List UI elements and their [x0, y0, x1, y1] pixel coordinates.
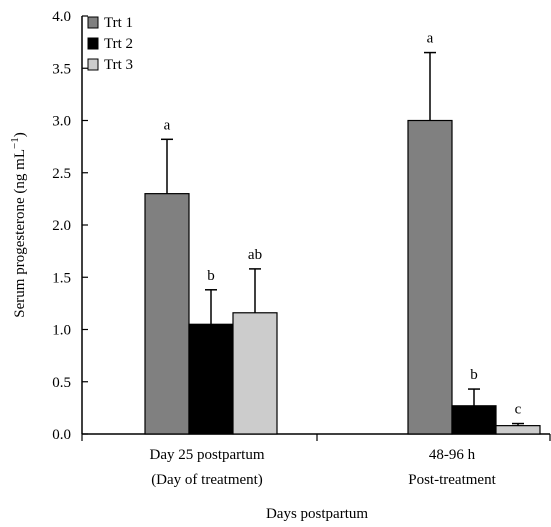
- y-tick-label: 0.5: [52, 375, 71, 391]
- category-label-line1: Day 25 postpartum: [150, 447, 265, 463]
- y-axis-title: Serum progesterone (ng mL−1): [9, 132, 28, 317]
- legend-swatch: [87, 37, 99, 50]
- significance-label: ab: [248, 247, 262, 263]
- significance-label: b: [470, 367, 478, 383]
- significance-label: a: [427, 31, 434, 47]
- legend-swatch: [87, 16, 99, 29]
- bar: [188, 323, 234, 435]
- legend-label: Trt 3: [104, 57, 133, 73]
- x-axis-title: Days postpartum: [266, 506, 368, 522]
- y-axis-title-superscript: −1: [9, 137, 21, 149]
- legend-label: Trt 2: [104, 36, 133, 52]
- significance-label: c: [515, 402, 522, 418]
- legend: Trt 1 Trt 2 Trt 3: [87, 15, 133, 73]
- y-tick-label: 2.5: [52, 166, 71, 182]
- bar: [495, 425, 541, 435]
- bar: [232, 312, 278, 435]
- category-label-line2: Post-treatment: [408, 472, 496, 488]
- bar: [407, 119, 453, 435]
- bar: [144, 193, 190, 435]
- y-tick-label: 1.0: [52, 323, 71, 339]
- x-axis: Day 25 postpartum (Day of treatment) 48-96…: [81, 433, 551, 488]
- bar: [451, 405, 497, 435]
- significance-label: b: [207, 268, 215, 284]
- y-tick-label: 1.5: [52, 270, 71, 286]
- y-tick-label: 2.0: [52, 218, 71, 234]
- y-tick-label: 3.0: [52, 114, 71, 130]
- y-tick-label: 4.0: [52, 9, 71, 25]
- y-axis: 0.0 0.5 1.0 1.5 2.0 2.5 3.0 3.5 4.0: [52, 9, 88, 443]
- significance-label: a: [164, 117, 171, 133]
- category-label-line2: (Day of treatment): [151, 472, 263, 488]
- y-tick-label: 0.0: [52, 427, 71, 443]
- legend-label: Trt 1: [104, 15, 133, 31]
- category-label-line1: 48-96 h: [429, 447, 476, 463]
- y-tick-label: 3.5: [52, 61, 71, 77]
- y-axis-title-close: ): [12, 132, 28, 137]
- legend-swatch: [87, 58, 99, 71]
